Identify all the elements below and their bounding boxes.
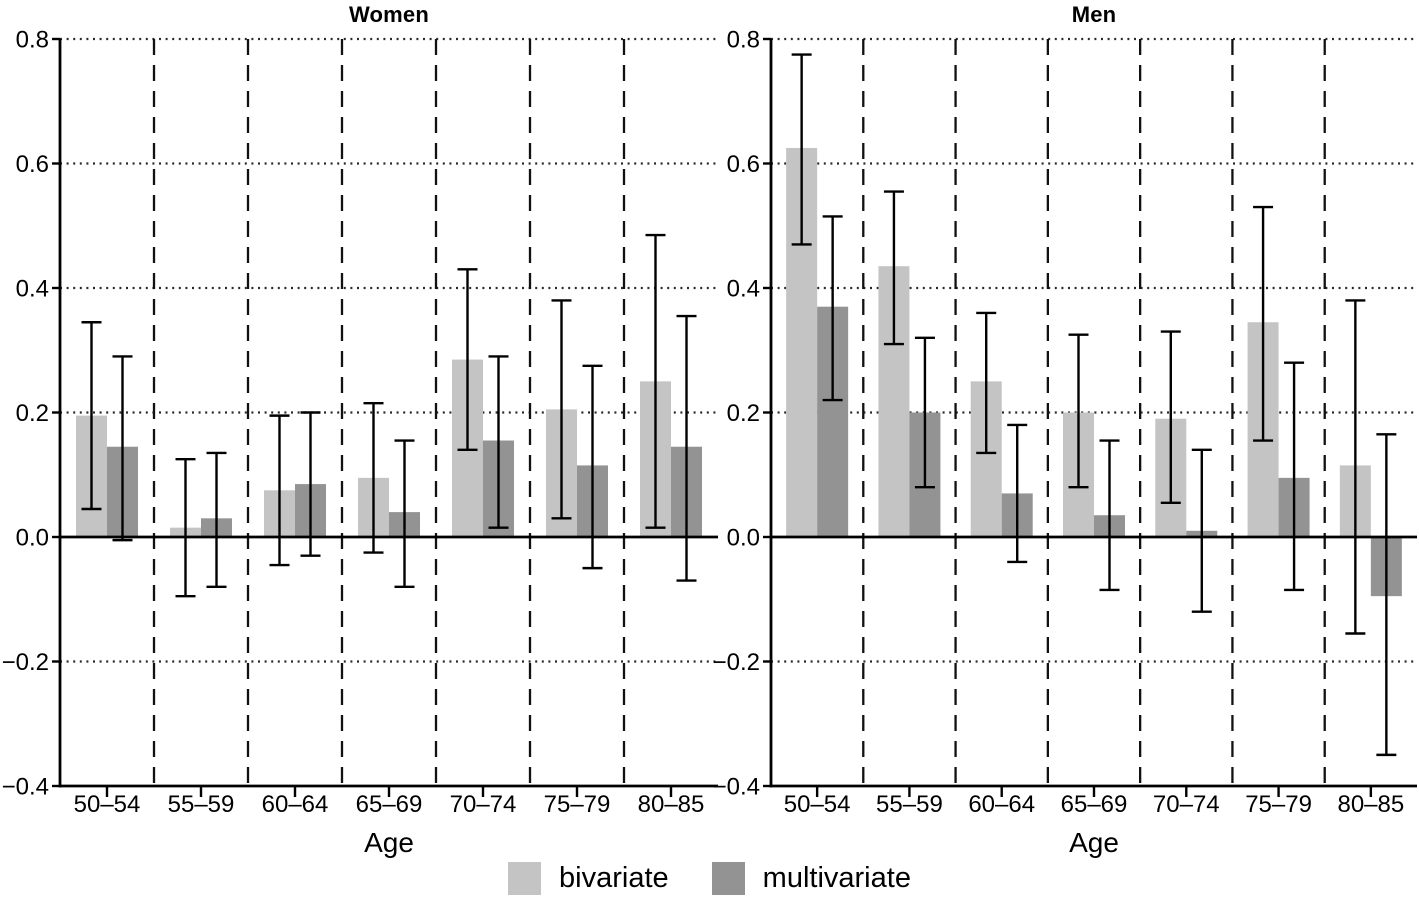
x-tick-label: 80–85 bbox=[1337, 791, 1404, 818]
bivariate-swatch bbox=[508, 862, 542, 895]
y-tick-label: −0.4 bbox=[713, 774, 760, 801]
x-tick-label: 75–79 bbox=[544, 791, 611, 818]
x-tick-label: 70–74 bbox=[1153, 791, 1220, 818]
x-tick-label: 55–59 bbox=[168, 791, 235, 818]
x-tick-label: 75–79 bbox=[1245, 791, 1312, 818]
x-tick-label: 60–64 bbox=[262, 791, 329, 818]
y-tick-label: 0.4 bbox=[727, 276, 760, 303]
men-panel-title: Men bbox=[1071, 2, 1117, 27]
y-tick-label: 0.2 bbox=[16, 400, 49, 427]
y-tick-label: 0.4 bbox=[16, 276, 49, 303]
x-tick-label: 65–69 bbox=[1061, 791, 1128, 818]
legend: bivariate multivariate bbox=[0, 862, 1419, 895]
men-chart: 0.8 0.6 0.4 0.2 0.0 −0.2 −0.4 50–54 55–59 60–64 65… bbox=[713, 27, 1417, 818]
y-tick-label: 0.8 bbox=[16, 27, 49, 54]
women-panel-title: Women bbox=[348, 2, 430, 27]
x-tick-label: 55–59 bbox=[876, 791, 943, 818]
legend-item-bivariate: bivariate bbox=[508, 862, 669, 895]
x-tick-label: 65–69 bbox=[356, 791, 423, 818]
y-tick-label: 0.6 bbox=[727, 151, 760, 178]
y-tick-label: 0.6 bbox=[16, 151, 49, 178]
x-tick-label: 50–54 bbox=[74, 791, 141, 818]
women-x-axis-title: Age bbox=[364, 827, 414, 858]
y-tick-label: −0.2 bbox=[713, 649, 760, 676]
x-tick-label: 80–85 bbox=[638, 791, 705, 818]
legend-item-multivariate: multivariate bbox=[711, 862, 911, 895]
y-tick-label: 0.0 bbox=[727, 525, 760, 552]
y-tick-label: 0.0 bbox=[16, 525, 49, 552]
men-x-axis-title: Age bbox=[1069, 827, 1119, 858]
x-tick-label: 70–74 bbox=[450, 791, 517, 818]
legend-label-bivariate: bivariate bbox=[559, 862, 669, 894]
multivariate-swatch bbox=[711, 862, 745, 895]
y-tick-label: 0.2 bbox=[727, 400, 760, 427]
x-tick-label: 60–64 bbox=[968, 791, 1035, 818]
y-tick-label: 0.8 bbox=[727, 27, 760, 54]
legend-label-multivariate: multivariate bbox=[762, 862, 911, 894]
y-tick-label: −0.4 bbox=[2, 774, 49, 801]
y-tick-label: −0.2 bbox=[2, 649, 49, 676]
x-tick-label: 50–54 bbox=[784, 791, 851, 818]
women-chart: 0.8 0.6 0.4 0.2 0.0 −0.2 −0.4 50–54 55–59 60–64 65… bbox=[2, 27, 718, 818]
